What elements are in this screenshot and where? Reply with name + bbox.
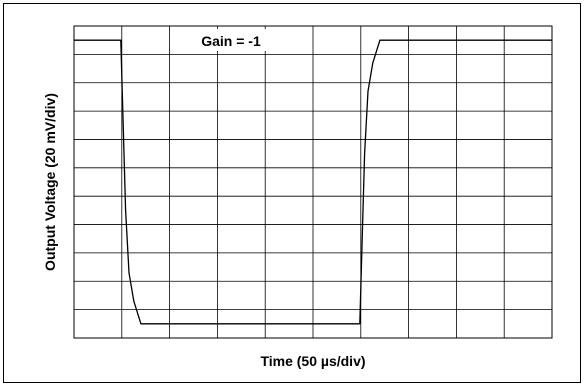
figure-frame (3, 3, 581, 383)
y-axis-label: Output Voltage (20 mV/div) (42, 93, 58, 271)
title-background (182, 29, 280, 51)
signal-trace (74, 39, 552, 325)
chart-title: Gain = -1 (201, 33, 261, 49)
grid (74, 26, 552, 338)
x-axis-label: Time (50 µs/div) (260, 353, 365, 369)
